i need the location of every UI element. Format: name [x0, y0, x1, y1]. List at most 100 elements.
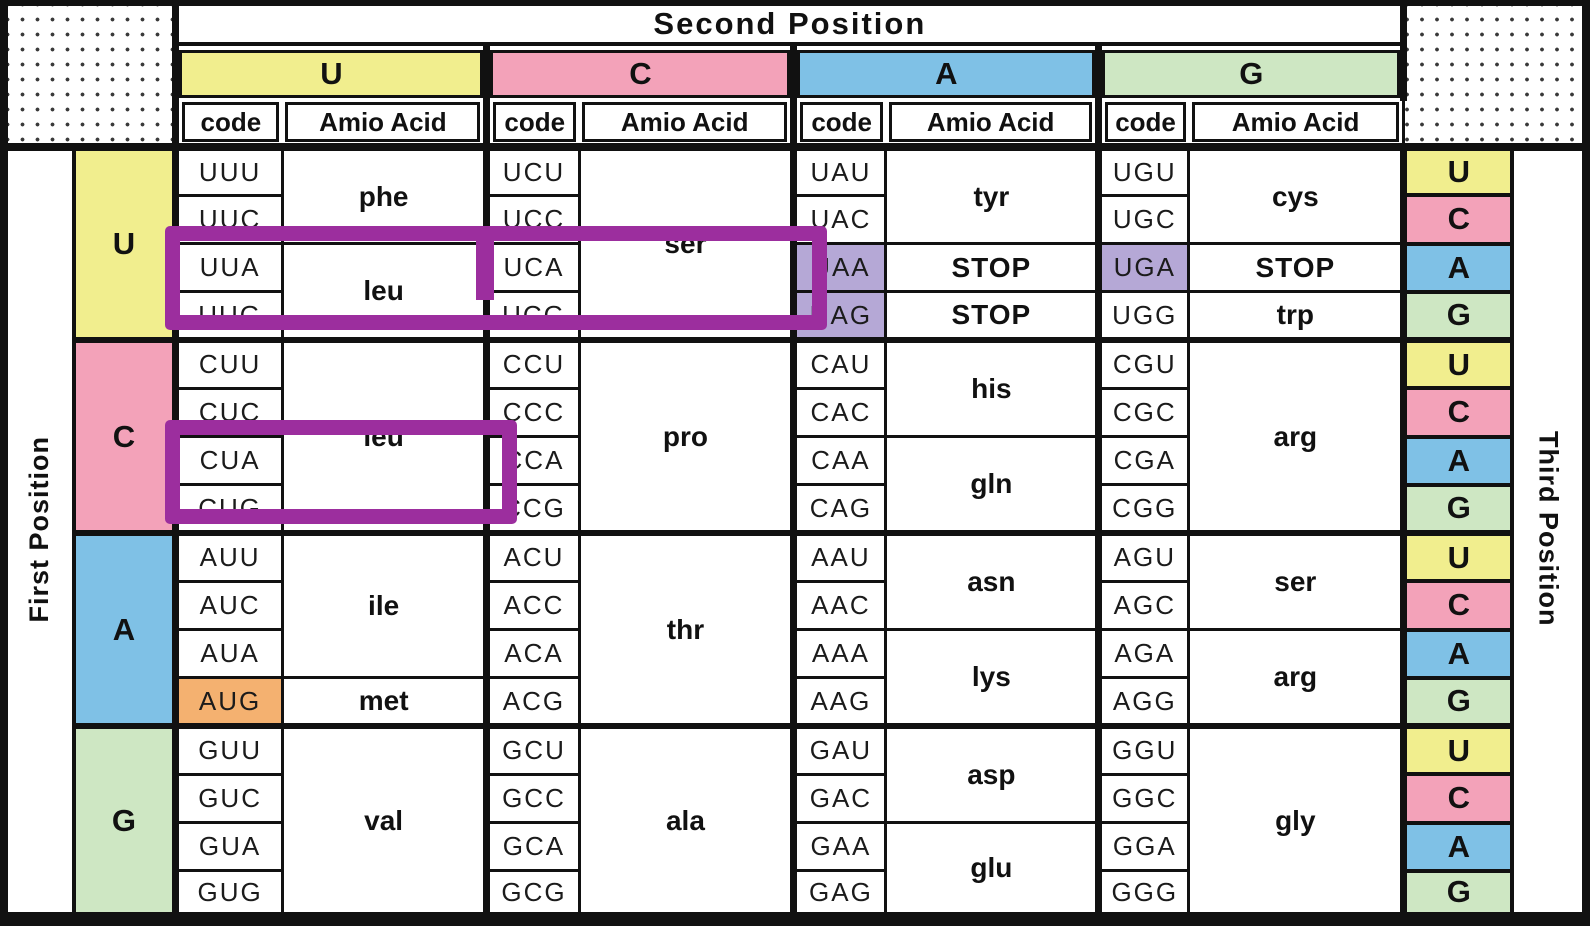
third-position-base-cell: U	[1400, 722, 1515, 777]
amino-acid-cell: arg	[1187, 337, 1406, 535]
stop-amino-cell: STOP	[1187, 241, 1406, 294]
stop-codon-cell: UGA	[1095, 241, 1191, 294]
amino-acid-header: Amio Acid	[1188, 101, 1404, 151]
codon-cell: CAG	[790, 483, 888, 535]
first-position-base-cell: C	[71, 337, 178, 535]
amino-acid-cell: glu	[884, 821, 1101, 921]
codon-cell: AAG	[790, 676, 888, 728]
codon-cell: CAC	[790, 386, 888, 439]
third-position-base-cell: U	[1400, 529, 1515, 584]
codon-cell: AAC	[790, 579, 888, 632]
codon-cell: UUA	[172, 241, 284, 294]
header-base-a-label: A	[797, 50, 1096, 98]
amino-acid-cell: leu	[280, 337, 489, 535]
codon-cell: UGU	[1095, 143, 1191, 197]
codon-cell: AUA	[172, 627, 284, 680]
codon-cell: GCU	[483, 722, 581, 776]
codon-cell: AGC	[1095, 579, 1191, 632]
third-position-base-cell: A	[1400, 434, 1515, 487]
header-base-c-label: C	[490, 50, 791, 98]
codon-cell: UGG	[1095, 290, 1191, 342]
amino-acid-cell: ala	[577, 723, 796, 921]
codon-cell: UAU	[790, 143, 888, 197]
amino-acid-header: Amio Acid	[579, 101, 794, 151]
codon-cell: UUC	[172, 193, 284, 246]
stop-amino-cell: STOP	[884, 241, 1101, 294]
dotted-corner-left	[2, 3, 178, 151]
amino-acid-cell: trp	[1187, 290, 1406, 342]
third-position-base-cell: G	[1400, 868, 1515, 922]
codon-cell: AUC	[172, 579, 284, 632]
third-position-base-cell: G	[1400, 289, 1515, 343]
third-position-base-cell: C	[1400, 193, 1515, 246]
third-position-base-cell: A	[1400, 820, 1515, 873]
codon-cell: UAC	[790, 193, 888, 246]
third-position-label: Third Position	[1510, 144, 1586, 919]
codon-cell: GUC	[172, 772, 284, 825]
codon-cell: CCA	[483, 434, 581, 487]
codon-cell: UUG	[172, 290, 284, 342]
codon-cell: UCA	[483, 241, 581, 294]
third-position-base-cell: A	[1400, 241, 1515, 294]
header-base-g: G	[1095, 44, 1408, 101]
codon-cell: ACU	[483, 529, 581, 583]
codon-cell: AGU	[1095, 529, 1191, 583]
code-header: code	[790, 101, 886, 151]
codon-cell: CAA	[790, 434, 888, 487]
codon-cell: CGC	[1095, 386, 1191, 439]
codon-cell: GGC	[1095, 772, 1191, 825]
third-position-base-cell: A	[1400, 627, 1515, 680]
codon-cell: UCG	[483, 290, 581, 342]
codon-cell: UGC	[1095, 193, 1191, 246]
codon-cell: CGG	[1095, 483, 1191, 535]
codon-cell: UCC	[483, 193, 581, 246]
codon-cell: GAG	[790, 869, 888, 921]
amino-acid-cell: gln	[884, 435, 1101, 535]
first-position-base-cell: A	[71, 530, 178, 728]
codon-cell: GCA	[483, 820, 581, 873]
codon-cell: CCU	[483, 336, 581, 390]
amino-acid-header: Amio Acid	[282, 101, 487, 151]
header-base-g-label: G	[1102, 50, 1401, 98]
stop-amino-cell: STOP	[884, 290, 1101, 342]
codon-cell: GUA	[172, 820, 284, 873]
codon-cell: GCC	[483, 772, 581, 825]
amino-acid-cell: arg	[1187, 628, 1406, 728]
code-header: code	[1095, 101, 1189, 151]
amino-acid-cell: met	[280, 676, 489, 728]
header-base-a: A	[790, 44, 1103, 101]
stop-codon-cell: UAG	[790, 290, 888, 342]
codon-cell: GCG	[483, 869, 581, 921]
codon-cell: GUG	[172, 869, 284, 921]
amino-acid-cell: his	[884, 337, 1101, 438]
codon-cell: ACG	[483, 676, 581, 728]
codon-cell: CGU	[1095, 336, 1191, 390]
dotted-corner-right	[1402, 3, 1588, 151]
amino-acid-cell: asn	[884, 530, 1101, 631]
stop-codon-cell: UAA	[790, 241, 888, 294]
codon-cell: ACA	[483, 627, 581, 680]
codon-cell: GGA	[1095, 820, 1191, 873]
start-codon-cell: AUG	[172, 676, 284, 728]
codon-cell: UUU	[172, 143, 284, 197]
amino-acid-cell: thr	[577, 530, 796, 728]
codon-cell: CCC	[483, 386, 581, 439]
codon-cell: CUU	[172, 336, 284, 390]
codon-cell: AGG	[1095, 676, 1191, 728]
second-position-title: Second Position	[172, 3, 1408, 46]
header-base-u-label: U	[179, 50, 484, 98]
third-position-base-cell: U	[1400, 143, 1515, 198]
amino-acid-cell: val	[280, 723, 489, 921]
codon-cell: GAC	[790, 772, 888, 825]
codon-cell: GAU	[790, 722, 888, 776]
header-base-u: U	[172, 44, 491, 101]
codon-cell: AGA	[1095, 627, 1191, 680]
first-position-label: First Position	[4, 144, 76, 919]
amino-acid-cell: phe	[280, 144, 489, 245]
third-position-base-cell: U	[1400, 336, 1515, 391]
first-position-base-cell: G	[71, 723, 178, 921]
codon-cell: CAU	[790, 336, 888, 390]
third-position-base-cell: C	[1400, 772, 1515, 825]
